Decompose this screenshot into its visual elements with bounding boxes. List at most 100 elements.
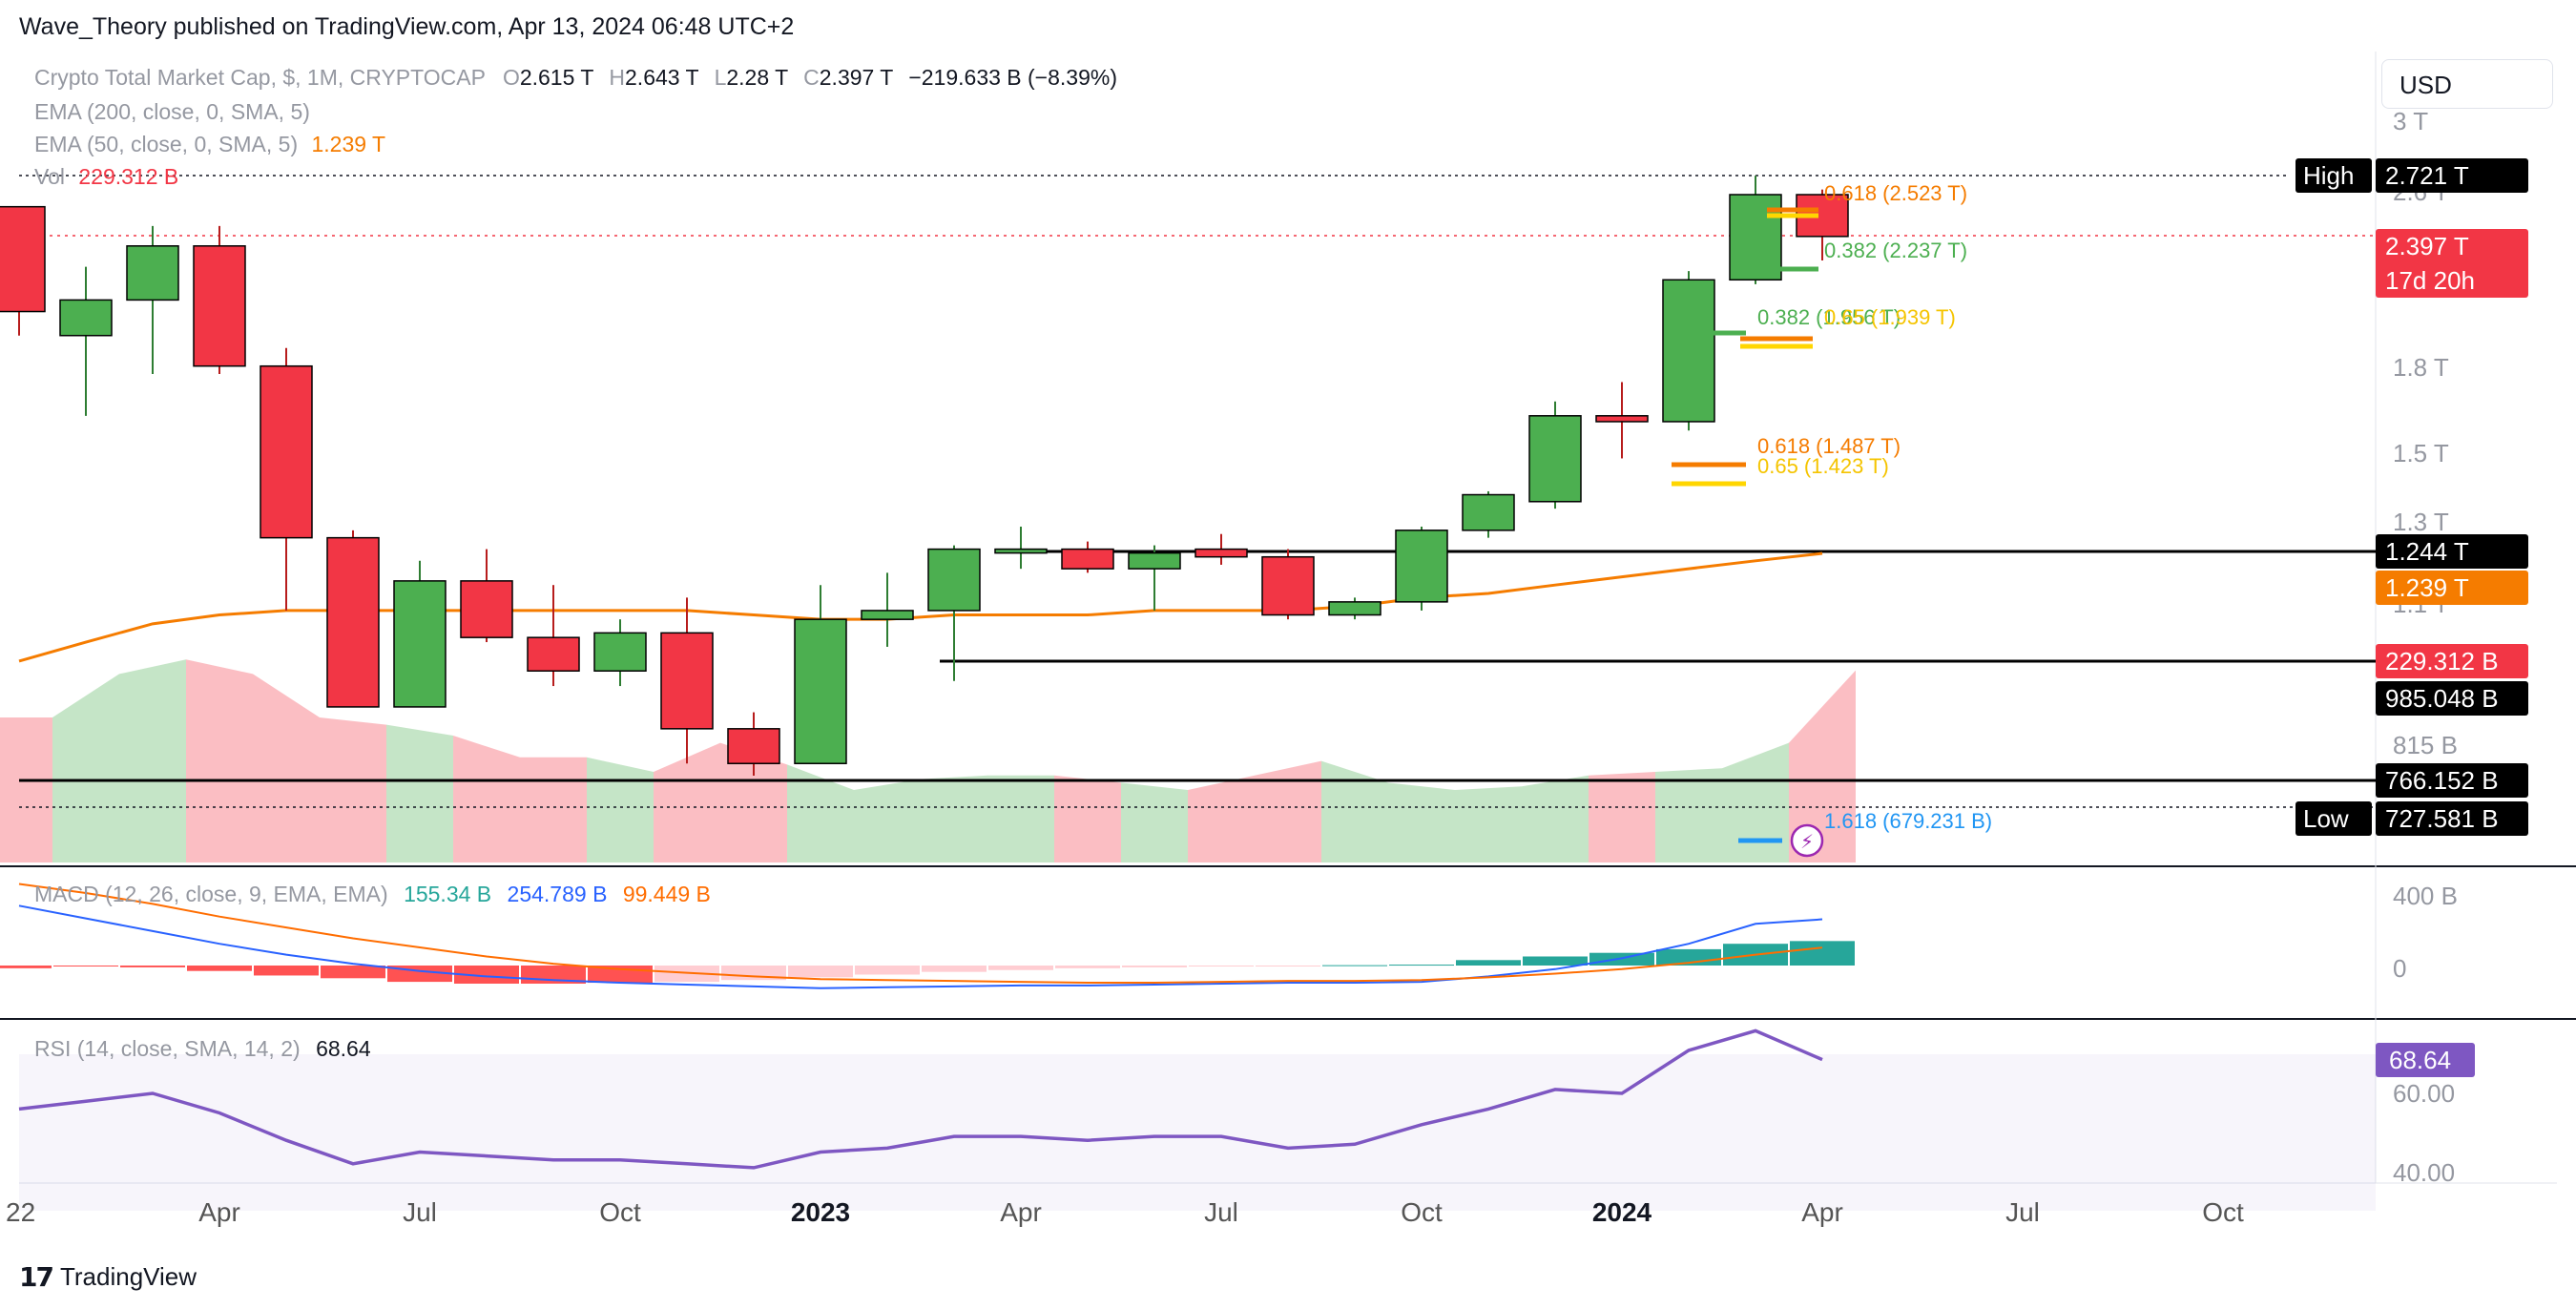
price-tag-value: 229.312 B xyxy=(2385,647,2499,675)
price-tag-box xyxy=(2376,534,2528,569)
macd-axis-tick: 0 xyxy=(2393,954,2406,983)
candle-body xyxy=(861,610,914,620)
tradingview-logo[interactable]: 17 TradingView xyxy=(19,1259,197,1294)
legend-vol-label: Vol xyxy=(34,164,65,189)
macd-axis-tick: 400 B xyxy=(2393,882,2458,910)
price-tag-label-box xyxy=(2296,158,2372,193)
time-axis-tick: Jul xyxy=(1204,1197,1238,1227)
macd-histogram-bar xyxy=(254,966,319,976)
candle-body xyxy=(660,632,714,730)
macd-histogram-bar xyxy=(120,966,185,967)
macd-histogram-bar xyxy=(0,966,52,968)
price-tag-value: 985.048 B xyxy=(2385,684,2499,713)
volume-bar xyxy=(1655,768,1722,862)
candle-body xyxy=(593,632,647,672)
legend-macd-value-2: 254.789 B xyxy=(507,882,608,906)
volume-bar xyxy=(119,659,186,862)
volume-bar xyxy=(1589,772,1655,862)
volume-bar xyxy=(1722,742,1789,862)
candle-body xyxy=(126,245,179,301)
time-axis-tick: 2023 xyxy=(791,1197,850,1227)
legend-l-label: L xyxy=(714,65,727,90)
rsi-axis-tick: 40.00 xyxy=(2393,1158,2455,1187)
legend-ema50-value: 1.239 T xyxy=(311,132,386,156)
price-tag-value: 1.239 T xyxy=(2385,573,2469,602)
fib-label: 0.65 (1.939 T) xyxy=(1824,305,1956,329)
macd-histogram-bar xyxy=(1389,965,1454,966)
legend-h-label: H xyxy=(609,65,626,90)
volume-bar xyxy=(1321,760,1388,862)
ema50-line xyxy=(18,551,1823,663)
candle-body xyxy=(727,728,780,764)
price-tag-box xyxy=(2376,681,2528,716)
price-tag-label: High xyxy=(2303,161,2354,190)
candle-body xyxy=(1462,493,1515,531)
candle-body xyxy=(994,548,1048,554)
time-axis-tick: Apr xyxy=(198,1197,240,1227)
price-tag-box xyxy=(2376,763,2528,798)
legend-rsi: RSI (14, close, SMA, 14, 2) 68.64 xyxy=(34,1036,371,1062)
time-axis-tick: Apr xyxy=(1000,1197,1042,1227)
tradingview-logo-mark: 17 xyxy=(19,1260,54,1293)
price-tag-box xyxy=(2376,801,2528,836)
candle-body xyxy=(927,548,981,612)
price-axis-tick: 1.3 T xyxy=(2393,508,2449,536)
legend-main-line: Crypto Total Market Cap, $, 1M, CRYPTOCA… xyxy=(34,65,1117,91)
currency-button[interactable]: USD xyxy=(2381,59,2553,109)
candle-body xyxy=(1261,555,1315,616)
volume-bar xyxy=(186,659,253,862)
fib-label: 0.65 (1.423 T) xyxy=(1757,454,1889,478)
time-axis-tick: Oct xyxy=(2202,1197,2244,1227)
candle-body xyxy=(193,245,246,367)
legend-low: 2.28 T xyxy=(726,65,788,90)
candle-body xyxy=(1662,279,1715,423)
legend-o-label: O xyxy=(502,65,520,90)
candle-body xyxy=(393,580,447,708)
volume-bar xyxy=(1388,782,1455,862)
macd-histogram-bar xyxy=(187,966,252,971)
price-axis-tick: 815 B xyxy=(2393,731,2458,759)
macd-histogram-bar xyxy=(988,966,1053,970)
legend-macd-value-3: 99.449 B xyxy=(622,882,711,906)
candle-body xyxy=(460,580,513,638)
legend-ema50-label: EMA (50, close, 0, SMA, 5) xyxy=(34,132,299,156)
price-tag-label-box xyxy=(2296,801,2372,836)
legend-open: 2.615 T xyxy=(519,65,593,90)
volume-bar xyxy=(386,724,453,862)
legend-ema50: EMA (50, close, 0, SMA, 5) 1.239 T xyxy=(34,132,385,157)
legend-c-label: C xyxy=(803,65,820,90)
legend-macd-label: MACD (12, 26, close, 9, EMA, EMA) xyxy=(34,882,388,906)
candle-body xyxy=(260,364,313,539)
macd-line xyxy=(18,904,1823,989)
macd-histogram-bar xyxy=(1456,960,1521,966)
volume-bar xyxy=(253,674,320,862)
price-tag-box xyxy=(2376,158,2528,193)
price-tag-box xyxy=(2376,571,2528,605)
volume-bar xyxy=(921,775,987,862)
fib-label: 0.382 (2.237 T) xyxy=(1824,239,1967,262)
macd-histogram-bar xyxy=(788,966,853,978)
candle-body xyxy=(794,618,847,764)
volume-bar xyxy=(1789,670,1856,862)
volume-bar xyxy=(587,757,654,862)
legend-vol-value: 229.312 B xyxy=(78,164,179,189)
candle-body xyxy=(0,205,46,313)
tradingview-logo-text: TradingView xyxy=(59,1261,197,1291)
price-tag-value: 1.244 T xyxy=(2385,537,2469,566)
candle-body xyxy=(527,636,580,672)
fib-label: 0.618 (2.523 T) xyxy=(1824,181,1967,205)
candle-body xyxy=(1395,530,1448,603)
candle-body xyxy=(1328,601,1381,616)
price-axis-tick: 3 T xyxy=(2393,107,2428,135)
price-tag-value: 2.721 T xyxy=(2385,161,2469,190)
macd-histogram-bar xyxy=(922,966,987,972)
publish-header: Wave_Theory published on TradingView.com… xyxy=(0,0,2576,57)
price-tag-value: 727.581 B xyxy=(2385,804,2499,833)
price-tag-countdown: 17d 20h xyxy=(2385,266,2475,295)
candle-body xyxy=(59,299,113,337)
fib-label: 0.382 (1.956 T) xyxy=(1757,305,1901,329)
price-tag-label: Low xyxy=(2303,804,2349,833)
macd-histogram-bar xyxy=(321,966,385,979)
candle-body xyxy=(1061,548,1114,570)
